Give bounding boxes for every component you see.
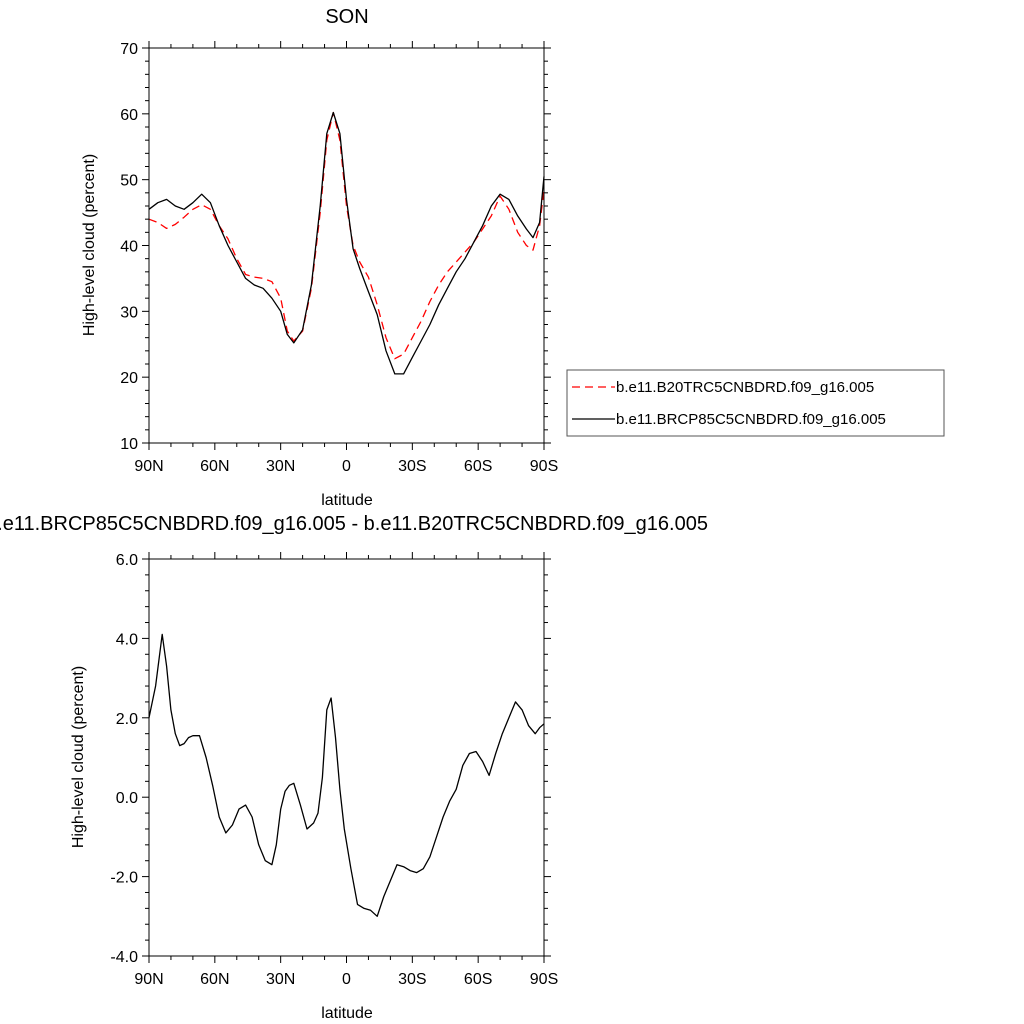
- bottom-y-axis-label: High-level cloud (percent): [70, 666, 87, 848]
- top-y-tick-label: 50: [120, 173, 138, 190]
- bottom-x-tick-label: 0: [342, 971, 351, 988]
- top-x-tick-label: 60N: [200, 458, 229, 475]
- top-x-tick-label: 90N: [134, 458, 163, 475]
- top-y-tick-label: 60: [120, 107, 138, 124]
- bottom-x-tick-label: 30N: [266, 971, 295, 988]
- top-plot-frame: [148, 47, 545, 444]
- bottom-y-tick-label: 6.0: [116, 552, 138, 569]
- bottom-y-tick-label: -4.0: [110, 949, 138, 966]
- top-y-tick-label: 70: [120, 41, 138, 58]
- top-x-tick-label: 60S: [464, 458, 492, 475]
- bottom-y-tick-label: -2.0: [110, 870, 138, 887]
- top-x-tick-label: 0: [342, 458, 351, 475]
- top-x-axis-label: latitude: [321, 492, 373, 509]
- top-panel: SON 10 20 30 40 50 60 70 90N 60N 30N 0 30S 60S 90S la…: [81, 6, 945, 509]
- top-x-tick-label: 90S: [530, 458, 558, 475]
- bottom-plot-frame: [148, 558, 545, 957]
- bottom-chart-title: b.e11.BRCP85C5CNBDRD.f09_g16.005 - b.e11…: [0, 513, 708, 535]
- bottom-y-tick-label: 2.0: [116, 711, 138, 728]
- legend-label-historical: b.e11.B20TRC5CNBDRD.f09_g16.005: [616, 379, 874, 396]
- top-x-tick-label: 30N: [266, 458, 295, 475]
- bottom-x-tick-label: 90N: [134, 971, 163, 988]
- bottom-panel: b.e11.BRCP85C5CNBDRD.f09_g16.005 - b.e11…: [0, 513, 708, 1022]
- bottom-x-tick-label: 60S: [464, 971, 492, 988]
- bottom-x-tick-label: 30S: [398, 971, 426, 988]
- bottom-y-tick-label: 4.0: [116, 631, 138, 648]
- top-y-tick-label: 20: [120, 370, 138, 387]
- legend: b.e11.B20TRC5CNBDRD.f09_g16.005 b.e11.BR…: [566, 369, 945, 437]
- bottom-series-line-0: [148, 633, 545, 917]
- top-y-tick-label: 10: [120, 436, 138, 453]
- top-y-tick-label: 30: [120, 304, 138, 321]
- top-plot-area: 10 20 30 40 50 60 70 90N 60N 30N 0 30S 60S 90S: [120, 41, 558, 475]
- bottom-x-tick-label: 90S: [530, 971, 558, 988]
- legend-box: [566, 369, 945, 437]
- legend-label-rcp85: b.e11.BRCP85C5CNBDRD.f09_g16.005: [616, 411, 886, 428]
- bottom-x-tick-label: 60N: [200, 971, 229, 988]
- bottom-x-axis-label: latitude: [321, 1005, 373, 1022]
- top-chart-title: SON: [325, 6, 368, 28]
- top-series-line-0: [148, 111, 545, 360]
- top-x-tick-label: 30S: [398, 458, 426, 475]
- top-y-tick-label: 40: [120, 239, 138, 256]
- top-series-line-1: [148, 111, 545, 375]
- bottom-y-tick-label: 0.0: [116, 790, 138, 807]
- top-y-axis-label: High-level cloud (percent): [81, 154, 98, 336]
- bottom-plot-area: -4.0 -2.0 0.0 2.0 4.0 6.0 90N 60N 30N 0 30S 60S 90S: [110, 552, 558, 988]
